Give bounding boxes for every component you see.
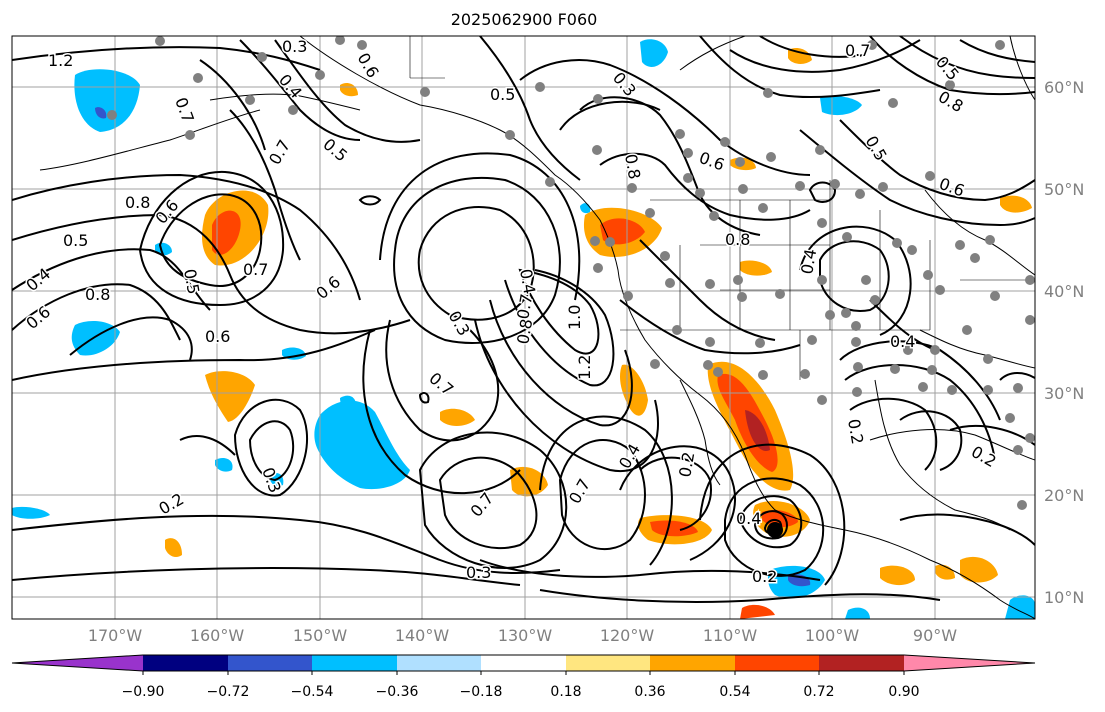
lon-label: 130°W (497, 626, 553, 645)
colorbar-segment (819, 655, 904, 671)
lon-label: 170°W (87, 626, 143, 645)
state-borders (409, 36, 1035, 380)
lon-label: 90°W (912, 626, 958, 645)
contour-label: 0.3 (282, 37, 307, 56)
colorbar-tick: 0.90 (888, 684, 920, 700)
lon-label: 140°W (394, 626, 450, 645)
contour-label: 0.2 (752, 567, 777, 586)
contour-label: 1.0 (565, 305, 584, 330)
lat-label: 50°N (1044, 180, 1085, 199)
lat-label: 60°N (1044, 78, 1085, 97)
colorbar-tick: 0.18 (550, 684, 582, 700)
colorbar-segment (566, 655, 650, 671)
colorbar-segment (312, 655, 397, 671)
contour-label: 0.4 (797, 247, 820, 275)
map-title: 2025062900 F060 (450, 10, 598, 29)
lat-label: 40°N (1044, 282, 1085, 301)
colorbar-segment (397, 655, 481, 671)
lon-label: 150°W (292, 626, 348, 645)
colorbar-tick: −0.72 (206, 684, 250, 700)
colorbar-segment (650, 655, 735, 671)
contour-label: 0.4 (890, 332, 915, 351)
contour-label: 0.8 (513, 317, 536, 345)
lon-label: 160°W (189, 626, 245, 645)
station-dots (107, 36, 1035, 510)
colorbar-segment (481, 655, 566, 671)
contour-label: 1.2 (48, 51, 73, 70)
colorbar-tick: −0.36 (375, 684, 419, 700)
contour-label: 1.2 (575, 355, 594, 380)
colorbar-segment (228, 655, 312, 671)
colorbar-tick: −0.18 (459, 684, 503, 700)
contour-label: 0.5 (490, 85, 515, 104)
contour-label: 0.8 (125, 193, 150, 212)
lat-label: 30°N (1044, 384, 1085, 403)
negative-shading (12, 39, 1035, 619)
colorbar-extend-low (12, 655, 143, 671)
contour-label: 0.2 (675, 450, 698, 478)
colorbar-segment (143, 655, 228, 671)
storm-center-marker (767, 522, 783, 538)
contour-label: 0.7 (845, 41, 870, 60)
contour-lines (12, 36, 1035, 603)
colorbar-tick: 0.54 (719, 684, 751, 700)
colorbar-tick: 0.36 (634, 684, 666, 700)
contour-label: 0.4 (736, 509, 761, 528)
lat-label: 20°N (1044, 486, 1085, 505)
contour-label: 0.8 (725, 230, 750, 249)
contour-label: 0.6 (205, 327, 230, 346)
lon-label: 110°W (702, 626, 758, 645)
colorbar (11, 654, 1036, 675)
contour-label: 0.8 (85, 285, 110, 304)
colorbar-tick: −0.54 (290, 684, 334, 700)
contour-label: 0.3 (466, 563, 491, 582)
lat-label: 10°N (1044, 588, 1085, 607)
contour-label: 0.5 (63, 231, 88, 250)
lon-label: 100°W (804, 626, 860, 645)
colorbar-segment (735, 655, 819, 671)
map-frame (11, 35, 1036, 620)
colorbar-extend-high (904, 655, 1035, 671)
colorbar-tick: −0.90 (121, 684, 165, 700)
contour-label: 0.7 (243, 260, 268, 279)
colorbar-tick: 0.72 (803, 684, 835, 700)
lon-label: 120°W (599, 626, 655, 645)
